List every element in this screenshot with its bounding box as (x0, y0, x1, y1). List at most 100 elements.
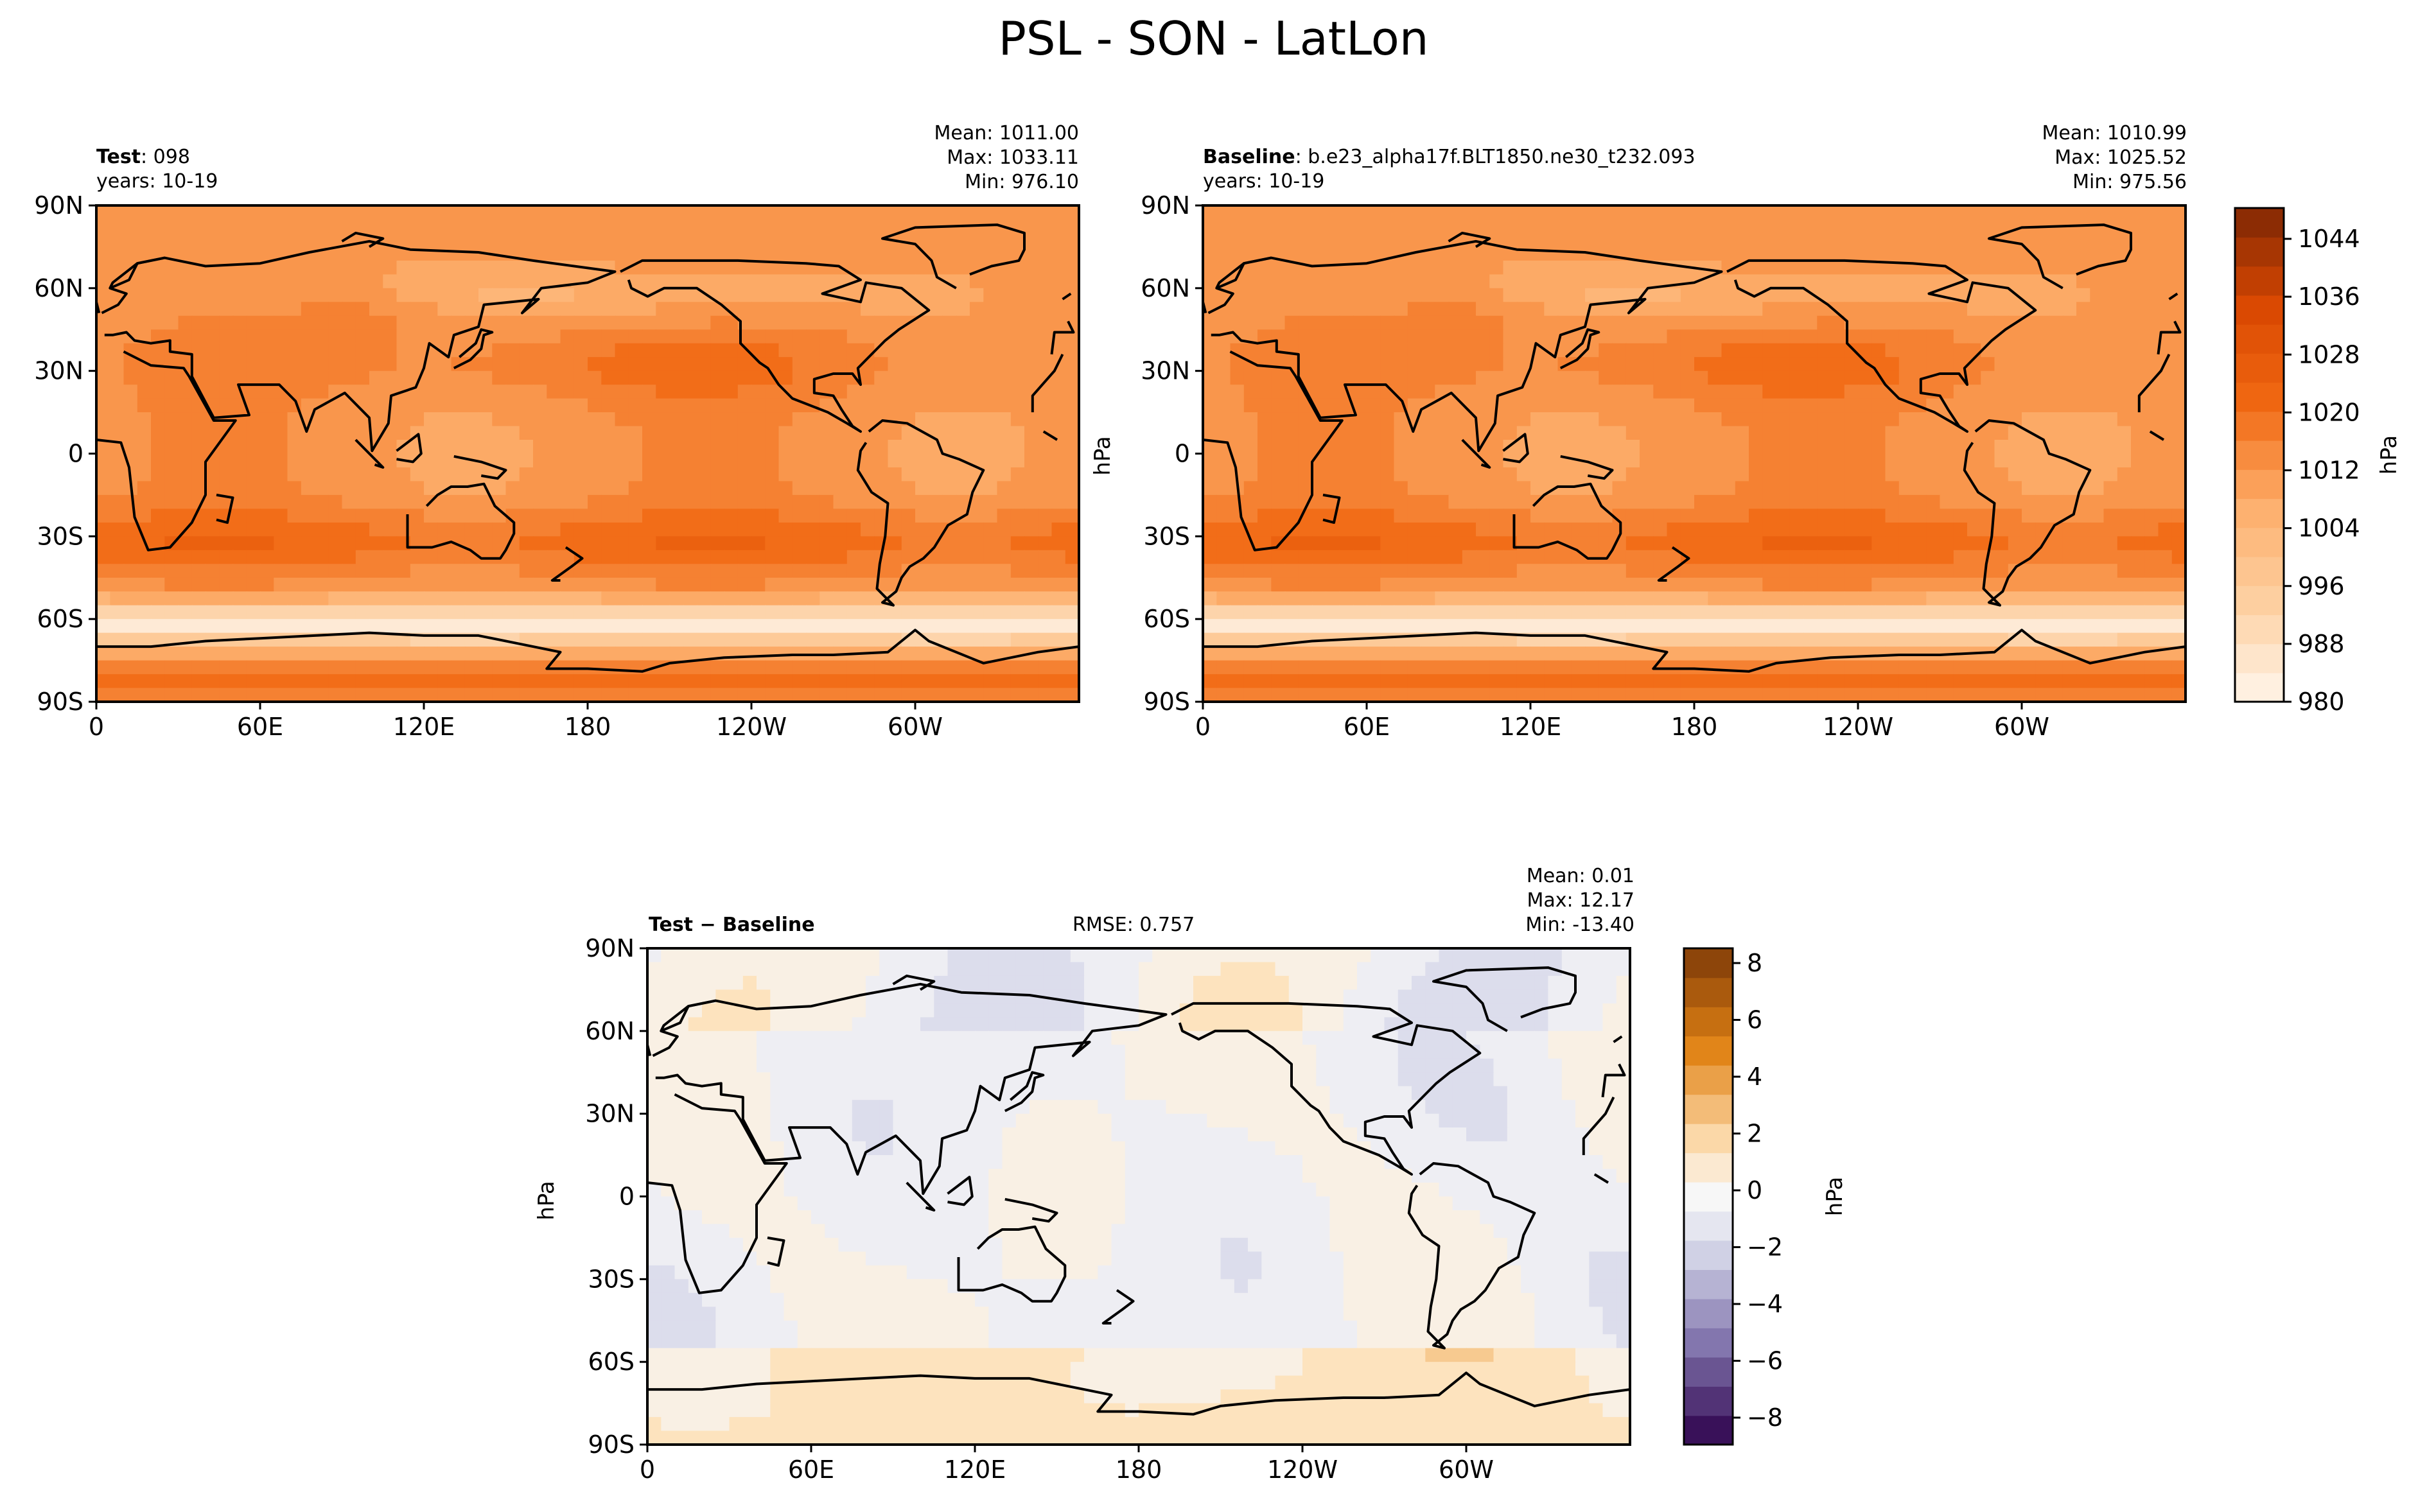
coastline-14 (109, 256, 165, 290)
x-tick-label: 120E (393, 713, 455, 741)
x-tick-label: 120E (944, 1456, 1006, 1484)
coastline-14 (1216, 256, 1272, 290)
colorbar-level (1684, 948, 1733, 978)
coastline-1 (1207, 239, 1723, 453)
coastlines (96, 223, 1079, 702)
coastline-6 (647, 1371, 1630, 1445)
coastline-10 (355, 439, 385, 469)
x-tick-label: 60E (237, 713, 283, 741)
coastline-0 (2149, 430, 2165, 441)
y-tick-label: 90S (37, 688, 83, 716)
colorbar-level (1684, 1006, 1733, 1037)
colorbar-tick-label: 1028 (2298, 340, 2360, 369)
y-tick-label: 0 (619, 1183, 635, 1211)
x-tick-label: 0 (1195, 713, 1211, 741)
colorbar-level (2235, 586, 2284, 616)
test-stat-min: Min: 976.10 (965, 171, 1079, 193)
diff-panel-label: Test − Baseline (649, 914, 815, 936)
test-panel-label: Test: 098 (96, 146, 190, 168)
coastlines (647, 966, 1630, 1445)
y-tick-label: 60S (1144, 605, 1190, 633)
coastline-8 (1062, 292, 1072, 300)
colorbar-level (1684, 977, 1733, 1007)
figure-title: PSL - SON - LatLon (998, 12, 1429, 65)
coastline-15 (1448, 231, 1491, 248)
baseline-stat-mean: Mean: 1010.99 (2042, 122, 2187, 144)
coastline-0 (1582, 1097, 1615, 1156)
colorbar-level (2235, 266, 2284, 296)
colorbar-label: hPa (1822, 1177, 1848, 1216)
coastline-0 (96, 350, 237, 552)
colorbar-level (2235, 208, 2284, 238)
colorbar-tick-label: −8 (1747, 1403, 1783, 1432)
baseline-panel-years: years: 10-19 (1203, 170, 1325, 193)
colorbar-level (1684, 1357, 1733, 1387)
y-tick-label: 60S (37, 605, 83, 633)
colorbar-level (1684, 1298, 1733, 1328)
colorbar-level (2235, 411, 2284, 441)
coastline-13 (550, 546, 584, 582)
test-panel-years: years: 10-19 (96, 170, 218, 193)
x-tick-label: 60W (888, 713, 943, 741)
colorbar-level (1684, 1386, 1733, 1416)
colorbar-tick-label: 2 (1747, 1120, 1762, 1148)
coastline-15 (341, 231, 385, 248)
coastline-11 (396, 433, 423, 464)
map-panel-test: 0 60E 120E 180 120W 60W 90N 60N 30N 0 30S 60S 90S (34, 191, 1080, 741)
colorbar-baseline: 1044 1036 1028 1020 1012 1004 996 988 980 hPa (2234, 207, 2402, 716)
coastline-8 (2168, 292, 2178, 300)
coastline-4 (957, 1225, 1067, 1303)
y-tick-label: 30N (585, 1100, 635, 1128)
colorbar-level (2235, 643, 2284, 673)
coastline-6 (1203, 629, 2186, 702)
colorbar-level (2235, 295, 2284, 325)
coastline-5 (1988, 223, 2132, 290)
colorbar-level (2235, 440, 2284, 470)
colorbar-level (2235, 556, 2284, 586)
coastline-10 (906, 1181, 936, 1212)
colorbar-tick-label: 996 (2298, 572, 2345, 600)
colorbar-level (1684, 1240, 1733, 1270)
y-tick-label: 90S (588, 1430, 635, 1459)
colorbar-level (2235, 527, 2284, 557)
colorbar-level (2235, 469, 2284, 500)
coastline-12 (1560, 455, 1614, 480)
x-tick-label: 120W (1823, 713, 1893, 741)
x-tick-label: 0 (89, 713, 104, 741)
coastline-1 (1601, 1063, 1626, 1098)
colorbar-tick-label: 1020 (2298, 398, 2360, 426)
y-tick-label: 60S (588, 1348, 635, 1376)
y-tick-label: 30N (34, 357, 83, 385)
coastline-1 (652, 982, 1168, 1195)
coastline-7 (216, 493, 234, 524)
colorbar-level (2235, 614, 2284, 645)
coastline-3 (856, 419, 985, 607)
colorbar-tick-label: 1004 (2298, 514, 2360, 543)
diff-y-axis-label: hPa (534, 1181, 559, 1220)
coastline-5 (881, 223, 1026, 290)
coastline-0 (647, 1093, 788, 1294)
colorbar-level (1684, 1094, 1733, 1124)
coastline-7 (767, 1236, 785, 1267)
colorbar-level (2235, 237, 2284, 267)
x-tick-label: 0 (640, 1456, 655, 1484)
coastline-9 (453, 328, 494, 370)
colorbar-tick-label: 6 (1747, 1006, 1762, 1034)
coastline-3 (1407, 1162, 1536, 1350)
diff-stat-max: Max: 12.17 (1527, 889, 1634, 912)
colorbar-level (1684, 1036, 1733, 1066)
field-cells (96, 205, 1079, 702)
diff-stat-mean: Mean: 0.01 (1526, 865, 1634, 887)
x-tick-label: 180 (565, 713, 611, 741)
coastline-4 (406, 482, 516, 560)
colorbar-level (2235, 324, 2284, 354)
coastline-9 (1004, 1071, 1045, 1113)
colorbar-tick-label: 4 (1747, 1063, 1762, 1091)
coastline-0 (1593, 1173, 1609, 1184)
y-tick-label: 90N (34, 191, 83, 220)
coastline-2 (620, 259, 931, 433)
colorbar-frame (1683, 947, 1734, 1446)
coastline-14 (660, 999, 716, 1032)
colorbar-level (2235, 498, 2284, 528)
